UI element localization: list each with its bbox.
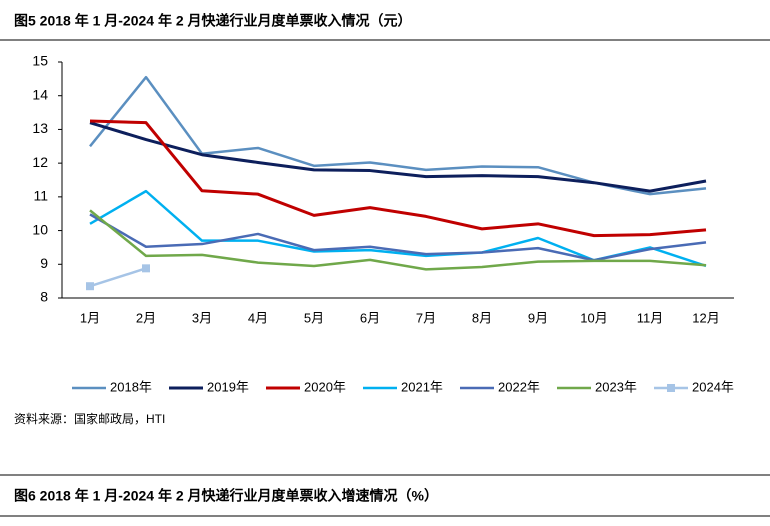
legend-label: 2022年 xyxy=(498,379,540,394)
series-line xyxy=(89,267,147,288)
y-tick-label: 13 xyxy=(32,120,48,136)
y-tick-label: 9 xyxy=(40,255,48,271)
x-tick-label: 11月 xyxy=(637,310,664,325)
y-tick-label: 10 xyxy=(32,221,48,237)
x-tick-label: 8月 xyxy=(472,310,492,325)
series-line xyxy=(89,213,707,262)
y-tick-label: 14 xyxy=(32,86,48,102)
x-tick-label: 6月 xyxy=(360,310,380,325)
legend-marker xyxy=(667,384,675,392)
point-marker xyxy=(86,282,94,291)
figure-title: 图6 2018 年 1 月-2024 年 2 月快递行业月度单票收入增速情况（%… xyxy=(14,488,438,504)
x-tick-label: 7月 xyxy=(416,310,436,325)
series-line xyxy=(89,209,707,271)
x-tick-label: 9月 xyxy=(528,310,548,325)
series-line xyxy=(89,121,707,193)
x-tick-label: 12月 xyxy=(692,310,719,325)
y-tick-label: 15 xyxy=(32,53,48,69)
y-tick-label: 8 xyxy=(40,289,48,305)
x-tick-label: 2月 xyxy=(136,310,156,325)
y-tick-label: 12 xyxy=(32,154,48,170)
x-tick-label: 1月 xyxy=(80,310,100,325)
legend-label: 2019年 xyxy=(207,379,249,394)
source: 资料来源：国家邮政局，HTI xyxy=(14,411,165,426)
legend-label: 2024年 xyxy=(692,379,734,394)
y-tick-label: 11 xyxy=(33,188,48,204)
series-line xyxy=(89,75,707,196)
point-marker xyxy=(142,264,150,273)
x-tick-label: 3月 xyxy=(192,310,212,325)
legend-label: 2023年 xyxy=(595,379,637,394)
x-tick-label: 10月 xyxy=(580,310,607,325)
legend-label: 2018年 xyxy=(110,379,152,394)
x-tick-label: 4月 xyxy=(248,310,268,325)
x-tick-label: 5月 xyxy=(304,310,324,325)
legend-label: 2020年 xyxy=(304,379,346,394)
figure-title: 图5 2018 年 1 月-2024 年 2 月快递行业月度单票收入情况（元） xyxy=(14,13,412,29)
series-line xyxy=(89,119,707,238)
legend-label: 2021年 xyxy=(401,379,443,394)
